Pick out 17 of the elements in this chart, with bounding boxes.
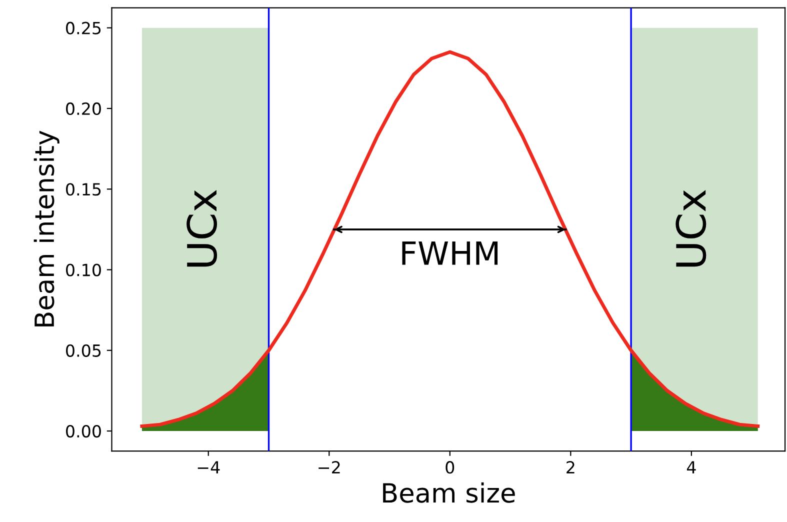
x-tick-label: −4 [198,461,220,474]
annotation: UCx [676,190,706,267]
annotation: FWHM [402,242,498,265]
x-tick-label: 0 [446,461,454,474]
x-tick-label: 2 [566,461,574,474]
line-series [140,50,760,428]
x-tick-label: −2 [318,461,340,474]
y-tick-label: 0.05 [66,344,101,357]
y-tick-label: 0.20 [66,102,101,116]
y-axis-title: Beam intensity [34,130,60,326]
y-tick-label: 0.10 [66,264,101,276]
annotation: UCx [186,190,218,267]
y-tick-label: 0.25 [66,22,101,34]
x-tick-label: 4 [686,461,696,474]
y-tick-label: 0.15 [66,183,101,196]
y-tick-label: 0.00 [66,424,101,438]
x-axis-title: Beam size [383,482,515,503]
